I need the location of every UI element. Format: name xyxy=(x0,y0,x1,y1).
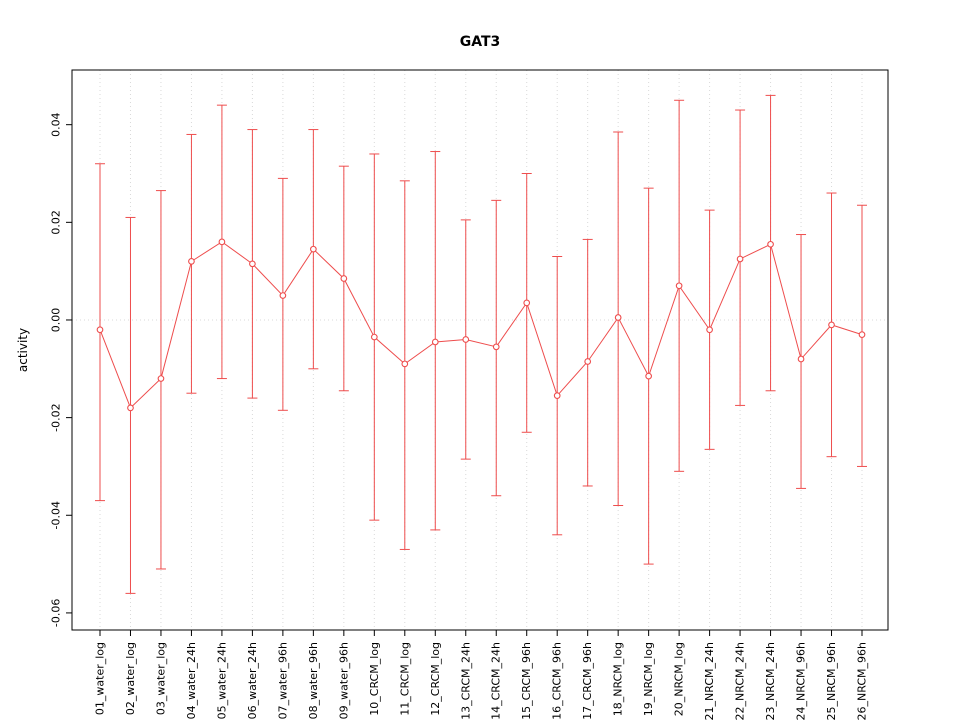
data-point xyxy=(340,275,348,282)
data-point xyxy=(188,258,195,265)
x-tick-label: 24_NRCM_96h xyxy=(795,642,808,720)
y-tick-label: -0.02 xyxy=(50,403,63,431)
y-tick-label: -0.06 xyxy=(50,599,63,627)
data-point xyxy=(797,355,805,363)
data-point xyxy=(736,255,744,263)
x-tick-label: 15_CRCM_96h xyxy=(520,642,533,720)
x-tick-label: 19_NRCM_log xyxy=(642,642,655,716)
data-point xyxy=(310,245,317,253)
data-point xyxy=(249,260,256,268)
x-tick-label: 06_water_24h xyxy=(246,642,259,719)
x-tick-label: 07_water_96h xyxy=(276,642,289,719)
data-point xyxy=(858,331,866,338)
x-tick-label: 10_CRCM_log xyxy=(368,642,381,716)
plot-border xyxy=(71,69,889,631)
x-tick-label: 05_water_24h xyxy=(215,642,228,719)
data-point xyxy=(614,314,622,321)
x-tick-label: 12_CRCM_log xyxy=(429,642,442,716)
x-tick-label: 08_water_96h xyxy=(307,642,320,719)
data-point xyxy=(492,343,500,351)
y-axis-label: activity xyxy=(16,328,30,372)
data-point xyxy=(462,336,470,343)
y-tick-label: 0.00 xyxy=(50,308,63,333)
x-tick-label: 17_CRCM_96h xyxy=(581,642,594,720)
x-tick-label: 09_water_96h xyxy=(337,642,350,719)
x-tick-label: 14_CRCM_24h xyxy=(490,642,503,720)
data-point xyxy=(157,375,165,382)
x-tick-label: 04_water_24h xyxy=(185,642,198,719)
x-tick-label: 20_NRCM_log xyxy=(673,642,686,716)
x-tick-label: 25_NRCM_96h xyxy=(825,642,838,720)
x-tick-label: 18_NRCM_log xyxy=(612,642,625,716)
x-tick-label: 16_CRCM_96h xyxy=(551,642,564,720)
data-point xyxy=(401,360,409,368)
x-tick-label: 11_CRCM_log xyxy=(398,642,411,716)
x-tick-label: 23_NRCM_24h xyxy=(764,642,777,720)
data-point xyxy=(370,333,378,341)
x-tick-label: 13_CRCM_24h xyxy=(459,642,472,720)
x-tick-label: 03_water_log xyxy=(154,642,167,715)
data-point xyxy=(96,326,104,334)
data-point xyxy=(127,404,134,412)
data-point xyxy=(645,372,652,380)
y-tick-label: 0.02 xyxy=(50,210,63,235)
chart-title: GAT3 xyxy=(460,34,501,50)
data-point xyxy=(706,326,713,334)
data-point xyxy=(523,299,531,307)
x-tick-label: 01_water_log xyxy=(94,642,107,715)
x-tick-label: 22_NRCM_24h xyxy=(734,642,747,720)
data-point xyxy=(828,321,835,329)
y-tick-label: 0.04 xyxy=(50,112,63,137)
x-tick-label: 02_water_log xyxy=(124,642,137,715)
y-tick-label: -0.04 xyxy=(50,501,63,529)
series-line xyxy=(99,241,863,409)
data-point xyxy=(767,240,774,248)
data-point xyxy=(218,238,226,246)
data-point xyxy=(279,292,287,299)
x-tick-label: 26_NRCM_96h xyxy=(856,642,869,720)
x-tick-label: 21_NRCM_24h xyxy=(703,642,716,720)
data-point xyxy=(553,392,561,399)
data-point xyxy=(584,358,592,365)
data-point xyxy=(431,338,439,346)
data-point xyxy=(675,282,683,290)
